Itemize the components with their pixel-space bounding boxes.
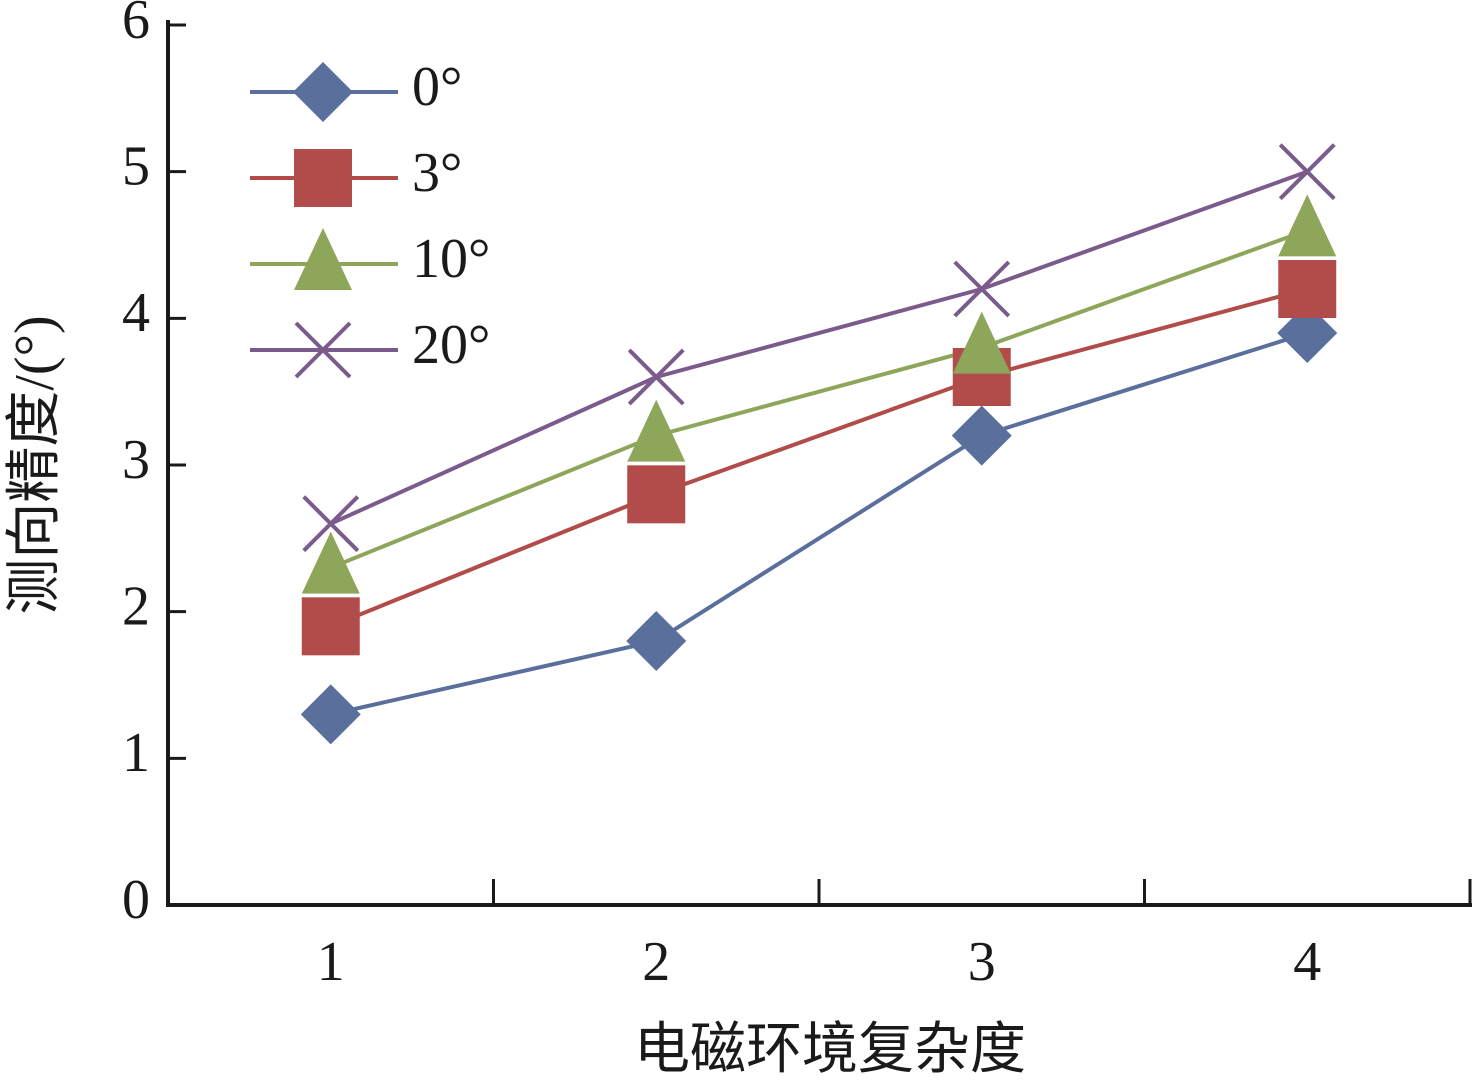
y-tick-label: 0 [122,869,150,931]
data-point [302,495,360,553]
data-point [300,684,361,745]
data-point [1278,194,1337,257]
series-line [329,228,1308,570]
legend-marker [294,149,352,207]
data-point [952,311,1011,374]
x-tick-label: 3 [968,931,996,993]
legend-marker [294,228,352,290]
data-point [626,611,687,671]
legend-label: 3° [412,142,462,204]
y-tick-label: 1 [122,722,150,784]
legend-label: 0° [412,56,462,118]
series-line [329,287,1308,629]
legend-label: 10° [412,228,490,290]
data-point [627,465,686,524]
data-point [627,348,685,406]
x-axis-title: 电磁环境复杂度 [634,1019,1026,1081]
y-tick-label: 4 [122,282,150,344]
y-tick-label: 5 [122,136,150,198]
data-point [1278,260,1337,318]
series-line [329,169,1308,526]
data-point [953,260,1011,318]
data-point [301,531,360,594]
x-tick-label: 4 [1293,931,1321,993]
data-point [301,597,360,656]
x-tick-label: 2 [642,931,670,993]
y-tick-label: 3 [122,429,150,491]
x-tick-label: 1 [317,931,345,993]
y-axis-title: 测向精度/(°) [4,315,66,614]
legend-marker [294,321,352,379]
data-point [1278,143,1336,201]
series-line [330,331,1308,717]
y-tick-label: 6 [122,0,150,51]
y-tick-label: 2 [122,576,150,638]
data-point [951,405,1012,466]
legend-label: 20° [412,314,490,376]
data-point [627,399,686,462]
legend-marker [293,62,353,122]
